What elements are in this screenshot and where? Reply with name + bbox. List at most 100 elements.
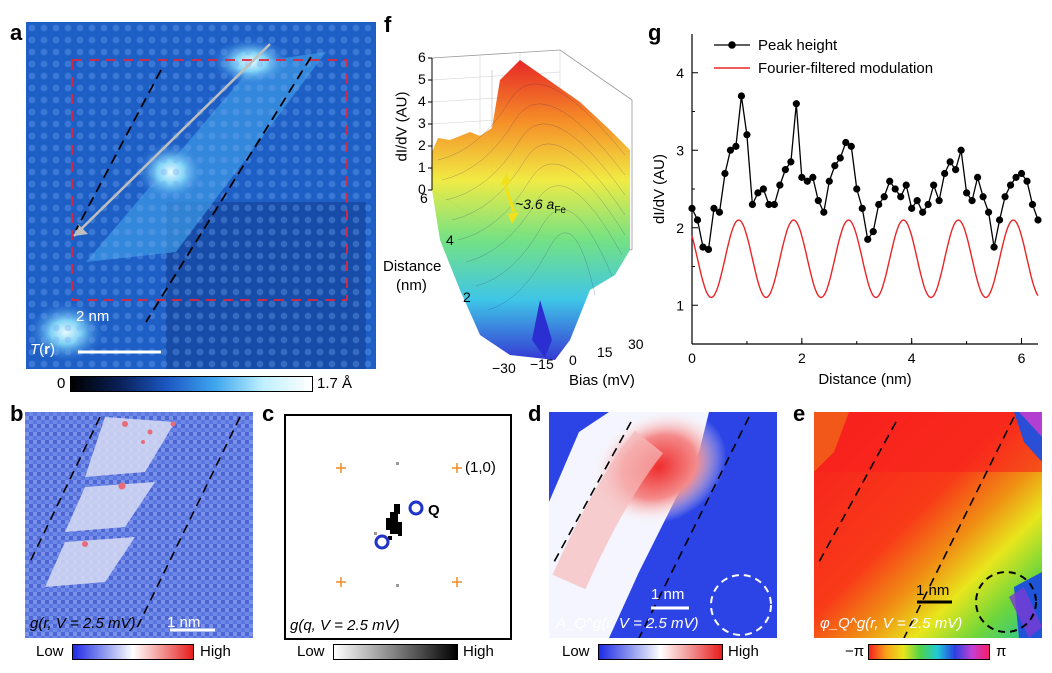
- panel-c-colorbar-low: Low: [297, 643, 325, 660]
- g-peak-point: [1034, 216, 1042, 224]
- f-yaxis-label-line2: (nm): [396, 277, 427, 294]
- g-peak-point: [754, 189, 762, 197]
- g-peak-point: [995, 216, 1004, 224]
- f-xtick: 15: [597, 344, 613, 360]
- f-xtick: −15: [530, 356, 554, 372]
- g-peak-point: [809, 173, 817, 181]
- g-peak-point: [776, 181, 784, 189]
- panel-e-overlay-label: φ_Q^g(r, V = 2.5 mV): [820, 615, 963, 632]
- topography-map: [26, 22, 376, 369]
- g-peak-point: [825, 177, 833, 185]
- f-ztick: 3: [418, 115, 426, 131]
- g-peak-point: [869, 228, 877, 236]
- panel-b-overlay-label: g(r, V = 2.5 mV): [30, 615, 136, 632]
- f-ytick: 4: [446, 232, 454, 248]
- panel-c-peak-label: (1,0): [465, 459, 496, 476]
- g-peak-point: [759, 185, 767, 193]
- g-peak-point: [908, 204, 916, 212]
- g-peak-point: [891, 185, 899, 193]
- g-yaxis-label: dI/dV (AU): [651, 154, 668, 224]
- g-peak-point: [710, 204, 718, 212]
- g-xaxis-label: Distance (nm): [818, 371, 911, 388]
- panel-c-colorbar-high: High: [463, 643, 494, 660]
- g-peak-point: [770, 200, 778, 209]
- f-annotation: ~3.6 aFe: [515, 196, 566, 216]
- g-peak-point: [836, 154, 844, 162]
- g-y-tick-label: 2: [676, 220, 684, 236]
- g-peak-point: [842, 138, 850, 147]
- f-ytick: 6: [420, 190, 428, 206]
- f-ztick: 6: [418, 49, 426, 65]
- f-xtick: 30: [628, 336, 644, 352]
- g-peak-point: [968, 197, 976, 205]
- g-peak-point: [831, 162, 839, 170]
- g-peak-point: [897, 193, 905, 201]
- f-ytick: 2: [463, 289, 471, 305]
- fourier-map: [284, 414, 512, 640]
- g-peak-point: [847, 142, 855, 150]
- panel-label-e: e: [793, 401, 806, 426]
- f-xaxis-label: Bias (mV): [569, 372, 635, 389]
- g-legend-peak-marker: [728, 41, 736, 49]
- g-peak-point: [984, 208, 993, 216]
- panel-e-colorbar-high: π: [996, 643, 1007, 660]
- g-peak-point: [798, 173, 806, 181]
- f-xtick: 0: [569, 352, 577, 368]
- g-peak-point: [787, 158, 795, 166]
- panel-c-overlay-label: g(q, V = 2.5 mV): [290, 617, 400, 634]
- panel-label-d: d: [528, 401, 542, 426]
- g-peak-point: [820, 208, 828, 216]
- g-peak-point: [732, 142, 740, 150]
- g-peak-point: [803, 177, 811, 185]
- g-peak-point: [930, 181, 938, 189]
- panel-e-colorbar-low: −π: [845, 643, 865, 660]
- panel-a-colorbar: [70, 376, 313, 392]
- panel-c-colorbar: [333, 644, 458, 660]
- g-map: [25, 412, 253, 638]
- g-peak-point: [737, 92, 746, 100]
- f-ztick: 0: [418, 181, 426, 197]
- f-ztick: 2: [418, 137, 426, 153]
- g-series-fourier-line: [691, 219, 1039, 299]
- g-x-tick-label: 4: [908, 350, 916, 366]
- panel-a-overlay-prefix: T: [30, 341, 40, 358]
- panel-label-b: b: [10, 401, 24, 426]
- f-annotation-sub: Fe: [554, 204, 566, 216]
- g-peak-point: [902, 181, 910, 189]
- g-y-tick-label: 3: [676, 142, 684, 158]
- g-peak-point: [814, 197, 822, 205]
- g-peak-point: [1028, 200, 1037, 209]
- g-peak-point: [875, 200, 883, 209]
- g-peak-point: [1023, 177, 1031, 185]
- spectra-3d-plot: [428, 49, 633, 360]
- panel-label-c: c: [262, 401, 275, 426]
- panel-a-overlay-var: r: [44, 341, 51, 358]
- g-peak-point: [743, 131, 751, 139]
- g-legend-peak-label: Peak height: [758, 37, 838, 54]
- panel-label-f: f: [384, 12, 392, 37]
- g-peak-point: [913, 197, 921, 205]
- g-peak-point: [935, 197, 943, 205]
- f-zaxis-label-text: dI/dV (AU): [393, 91, 411, 162]
- panel-b-colorbar-high: High: [200, 643, 231, 660]
- g-peak-point: [1017, 169, 1026, 178]
- g-peak-point: [880, 193, 888, 201]
- g-peak-point: [952, 166, 960, 174]
- g-y-tick-label: 4: [676, 65, 684, 81]
- g-peak-point: [693, 216, 702, 224]
- g-peak-point: [726, 146, 735, 154]
- g-peak-point: [946, 158, 954, 166]
- g-peak-point: [715, 208, 724, 216]
- f-annotation-text: ~3.6 a: [515, 196, 555, 212]
- g-peak-point: [853, 185, 861, 193]
- f-zaxis-label: dI/dV (AU): [394, 67, 411, 187]
- panel-b-colorbar: [72, 644, 194, 660]
- g-peak-point: [792, 100, 800, 108]
- g-peak-point: [1006, 181, 1015, 189]
- g-peak-point: [748, 200, 757, 209]
- g-peak-point: [990, 243, 998, 251]
- g-peak-point: [919, 208, 927, 216]
- f-ztick: 4: [418, 93, 426, 109]
- g-peak-point: [688, 204, 696, 212]
- panel-d-colorbar-low: Low: [562, 643, 590, 660]
